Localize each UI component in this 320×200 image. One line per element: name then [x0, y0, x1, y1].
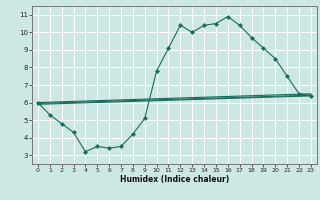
X-axis label: Humidex (Indice chaleur): Humidex (Indice chaleur)	[120, 175, 229, 184]
